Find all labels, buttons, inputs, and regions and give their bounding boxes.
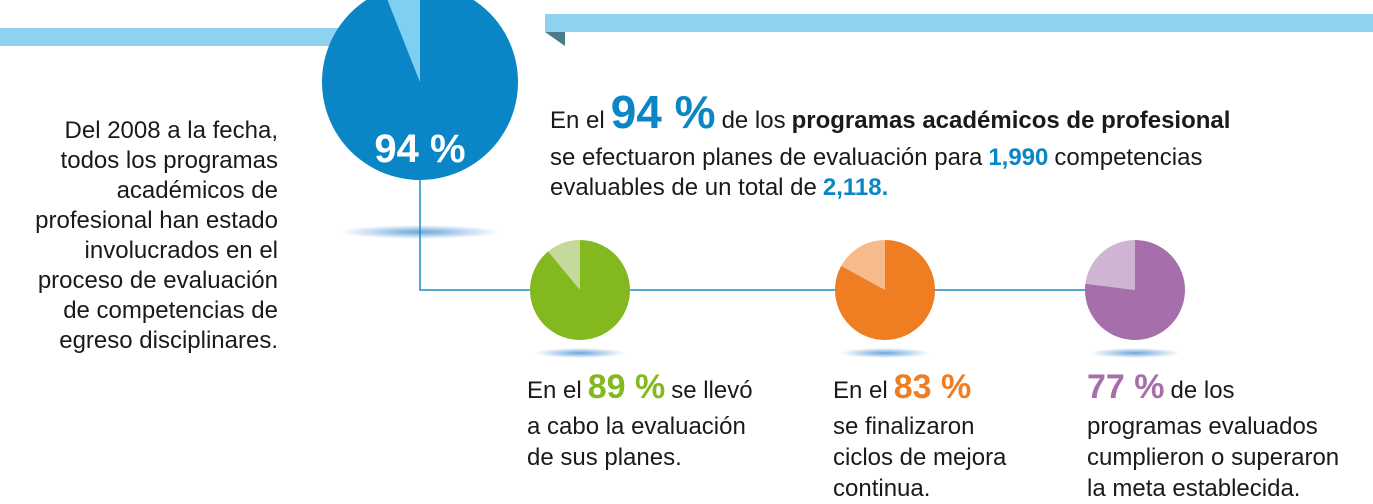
shadow — [535, 348, 625, 358]
highlight: 2,118. — [823, 174, 888, 201]
pie-rest — [841, 239, 885, 290]
note-line: la meta establecida. — [1087, 475, 1300, 502]
text: competencias — [1054, 144, 1202, 171]
pie-rest — [548, 240, 580, 290]
note-line: ciclos de mejora — [833, 444, 1007, 471]
main-text: evaluables de un total de 2,118. — [550, 174, 888, 201]
note: En el 83 % — [833, 368, 971, 406]
note: En el 89 % se llevó — [527, 368, 753, 406]
note-line: de sus planes. — [527, 444, 682, 471]
note: 77 % de los — [1087, 368, 1235, 406]
band-fold — [545, 32, 565, 46]
shadow — [840, 348, 930, 358]
intro-line: Del 2008 a la fecha, — [65, 117, 278, 144]
intro-line: profesional han estado — [35, 207, 278, 234]
note-line: programas evaluados — [1087, 413, 1318, 440]
text: evaluables de un total de — [550, 174, 817, 201]
highlight: 1,990 — [988, 144, 1048, 171]
band — [545, 14, 1373, 32]
intro-line: de competencias de — [63, 297, 278, 324]
intro-line: académicos de — [117, 177, 278, 204]
main-text: se efectuaron planes de evaluación para 1… — [550, 144, 1202, 171]
note-line: cumplieron o superaron — [1087, 444, 1339, 471]
band — [0, 28, 360, 46]
intro: Del 2008 a la fecha, todos los programas a… — [35, 117, 278, 354]
pie-wedge — [322, 0, 518, 180]
pie-rest — [387, 0, 420, 82]
note-line: se finalizaron — [833, 413, 974, 440]
pie-wedge — [530, 240, 630, 340]
highlight: 94 % — [611, 86, 716, 138]
text: programas académicos de profesional — [792, 107, 1231, 134]
shadow — [1090, 348, 1180, 358]
pie-wedge — [835, 240, 936, 340]
note-line: continua. — [833, 475, 930, 502]
main-text: En el 94 % de los programas académicos de p… — [550, 86, 1230, 138]
text: En el — [527, 377, 582, 404]
intro-line: todos los programas — [61, 147, 278, 174]
text: En el — [550, 107, 605, 134]
highlight: 89 % — [588, 368, 666, 406]
text: de los — [1171, 377, 1235, 404]
text: En el — [833, 377, 888, 404]
intro-line: involucrados en el — [85, 237, 278, 264]
highlight: 77 % — [1087, 368, 1165, 406]
note-line: a cabo la evaluación — [527, 413, 746, 440]
highlight: 83 % — [894, 368, 972, 406]
intro-line: egreso disciplinares. — [59, 327, 278, 354]
pies — [322, 0, 1185, 341]
intro-line: proceso de evaluación — [38, 267, 278, 294]
text: de los — [722, 107, 786, 134]
pie-rest — [1085, 240, 1135, 290]
pie-wedge — [1085, 240, 1185, 341]
text: se llevó — [671, 377, 752, 404]
text: se efectuaron planes de evaluación para — [550, 144, 983, 171]
pie-label: 94 % — [374, 127, 465, 171]
